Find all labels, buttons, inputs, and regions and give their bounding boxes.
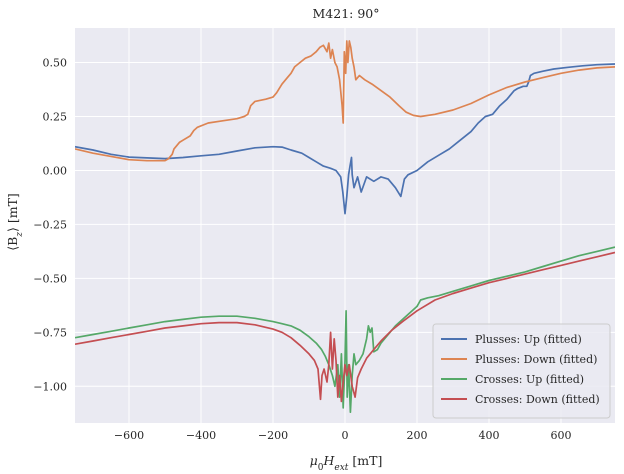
y-axis-label-rest: ⟩ [mT] — [5, 193, 20, 232]
x-tick-label: −200 — [258, 429, 288, 442]
legend-label: Plusses: Up (fitted) — [475, 333, 582, 346]
legend-box — [432, 323, 611, 419]
series-line-3 — [75, 246, 615, 414]
series-layer — [75, 40, 615, 414]
y-tick-label: −0.50 — [33, 272, 67, 285]
y-tick-label: 0.50 — [43, 57, 68, 70]
y-axis-label: ⟨Bz⟩ [mT] — [5, 193, 25, 251]
x-axis-label-sub1: 0 — [318, 463, 324, 473]
y-axis-label-main: ⟨B — [5, 237, 20, 251]
y-tick-label: −0.25 — [33, 218, 67, 231]
y-tick-label: 0.25 — [43, 110, 68, 123]
chart-title: M421: 90° — [313, 6, 380, 21]
grid — [75, 28, 615, 423]
x-axis-label-h: H — [323, 453, 336, 468]
x-axis-label-sub2: ext — [334, 463, 348, 473]
series-line-1 — [75, 63, 615, 215]
x-tick-label: 600 — [551, 429, 572, 442]
y-tick-label: −1.00 — [33, 380, 67, 393]
series-line-4 — [75, 251, 615, 403]
x-axis-label-unit: [mT] — [348, 453, 382, 468]
x-tick-label: 200 — [407, 429, 428, 442]
legend-label: Crosses: Up (fitted) — [475, 373, 584, 386]
series-line-2 — [75, 40, 615, 162]
y-axis-label-sub: z — [15, 232, 25, 238]
x-tick-label: −400 — [186, 429, 216, 442]
x-tick-label: 0 — [342, 429, 349, 442]
y-tick-label: 0.00 — [43, 164, 68, 177]
x-tick-label: 400 — [479, 429, 500, 442]
x-axis-ticks: −600 −400 −200 0 200 400 600 — [114, 429, 572, 442]
x-tick-label: −600 — [114, 429, 144, 442]
x-axis-label-mu: μ — [310, 453, 318, 468]
x-axis-label: μ0Hext [mT] — [310, 453, 383, 473]
legend-label: Crosses: Down (fitted) — [475, 393, 600, 406]
y-axis-ticks: 0.50 0.25 0.00 −0.25 −0.50 −0.75 −1.00 — [33, 57, 67, 394]
legend-label: Plusses: Down (fitted) — [475, 353, 597, 366]
legend: Plusses: Up (fitted) Plusses: Down (fitte… — [432, 323, 611, 419]
y-tick-label: −0.75 — [33, 326, 67, 339]
